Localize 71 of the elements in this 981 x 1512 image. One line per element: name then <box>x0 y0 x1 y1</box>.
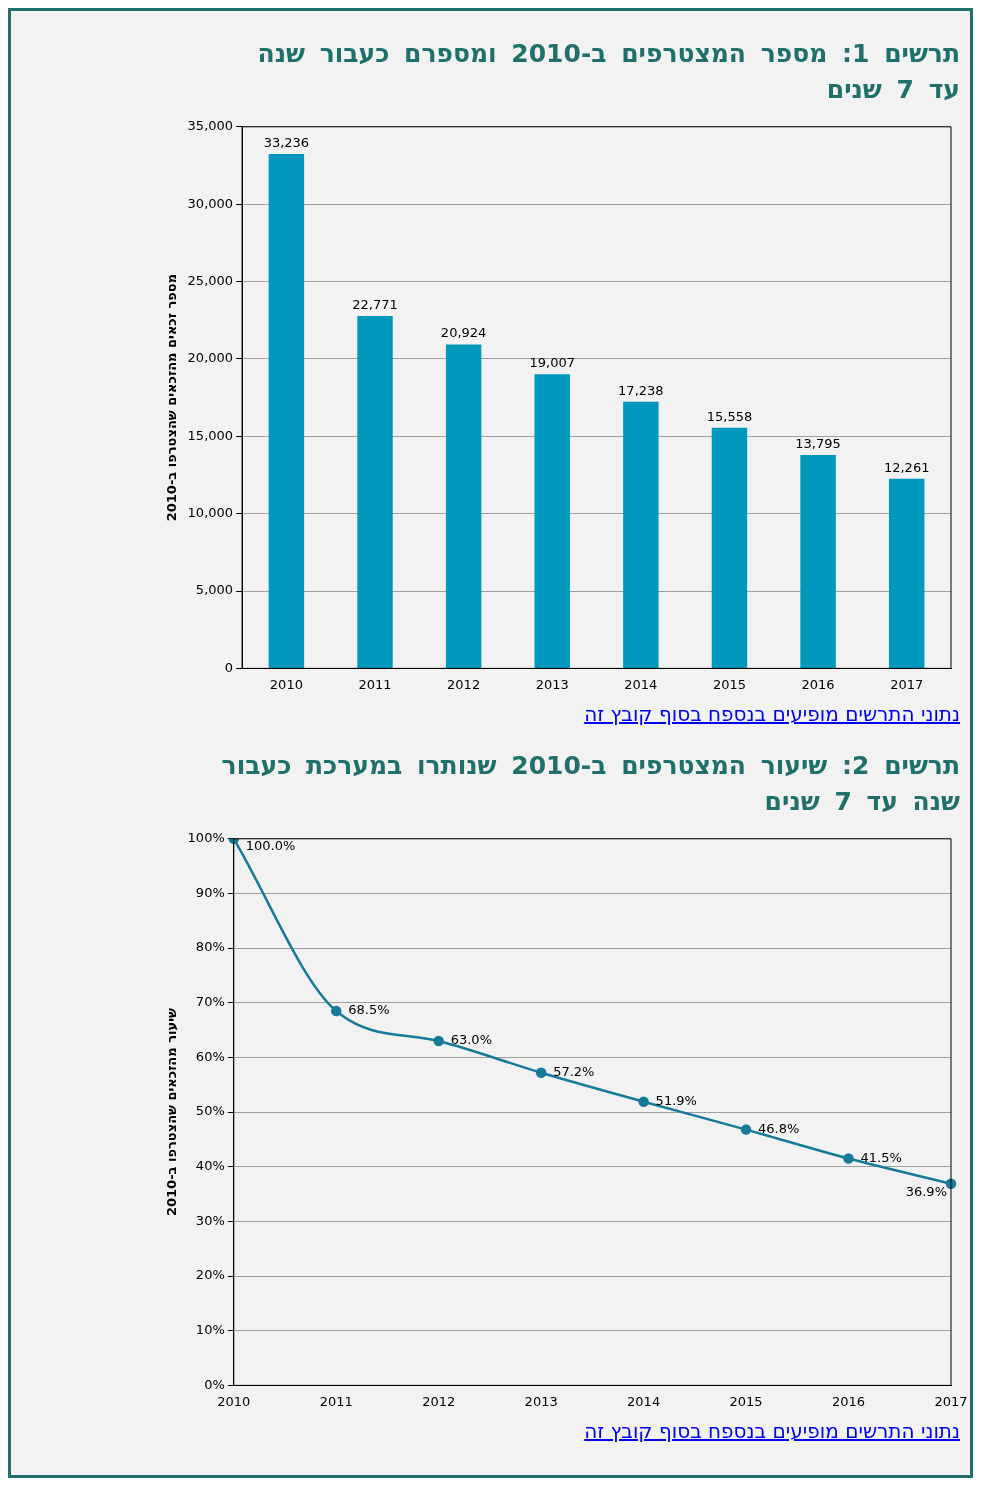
data-label: 57.2% <box>553 1064 595 1080</box>
point <box>535 1067 547 1078</box>
y-tick-label: 0 <box>224 659 234 675</box>
x-tick-label: 2014 <box>627 1393 661 1409</box>
y-tick-label: 5,000 <box>195 582 234 598</box>
bar <box>623 401 659 668</box>
x-tick-label: 2016 <box>831 1393 866 1409</box>
x-tick-label: 2010 <box>217 1393 251 1409</box>
data-label: 100.0% <box>245 838 296 854</box>
y-tick-label: 50% <box>195 1103 225 1119</box>
point <box>433 1035 444 1047</box>
x-tick-label: 2010 <box>269 676 303 692</box>
point <box>330 1005 342 1017</box>
x-tick-label: 2015 <box>712 676 747 692</box>
chart-title: תרשים 2: שיעור המצטרפים ב-2010 שנותרו במערכת כעבור שנה עד 7 שנים <box>220 750 960 818</box>
data-label: 19,007 <box>529 355 575 371</box>
data-label: 41.5% <box>860 1149 902 1165</box>
y-axis-title: מספר זכאים מהזכאים שהצטרפו ב-2010 <box>164 273 180 522</box>
x-tick-label: 2017 <box>934 1393 968 1409</box>
x-tick-label: 2011 <box>319 1393 353 1409</box>
data-label: 12,261 <box>883 459 930 475</box>
x-tick-label: 2014 <box>624 676 658 692</box>
x-tick-label: 2015 <box>729 1393 763 1409</box>
bar <box>357 316 393 668</box>
bar <box>800 454 836 668</box>
y-tick-label: 25,000 <box>187 272 234 288</box>
x-tick-label: 2011 <box>358 676 392 692</box>
y-tick-label: 20,000 <box>187 350 234 366</box>
data-label: 33,236 <box>263 134 310 150</box>
data-label: 36.9% <box>905 1183 947 1199</box>
data-label: 46.8% <box>758 1120 800 1136</box>
bar <box>711 427 748 668</box>
data-label: 22,771 <box>352 296 398 312</box>
y-tick-label: 40% <box>195 1158 225 1174</box>
y-tick-label: 0% <box>204 1376 225 1392</box>
data-label: 68.5% <box>348 1002 390 1018</box>
y-tick-label: 10% <box>195 1322 225 1338</box>
y-tick-label: 60% <box>195 1048 225 1064</box>
y-tick-label: 20% <box>195 1267 225 1283</box>
data-label: 17,238 <box>618 382 664 398</box>
bar <box>888 478 925 668</box>
y-tick-label: 90% <box>195 884 225 900</box>
y-tick-label: 100% <box>187 830 225 846</box>
bar <box>534 374 570 668</box>
x-tick-label: 2013 <box>524 1393 558 1409</box>
bar <box>445 344 482 668</box>
point <box>740 1124 752 1135</box>
point <box>843 1153 854 1164</box>
y-tick-label: 30% <box>195 1212 225 1228</box>
data-label: 20,924 <box>440 325 487 341</box>
y-tick-label: 15,000 <box>187 427 234 443</box>
data-label: 63.0% <box>450 1032 492 1048</box>
chart-title: תרשים 1: מספר המצטרפים ב-2010 ומספרם כעבור שנה עד 7 שנים <box>256 38 960 106</box>
x-tick-label: 2017 <box>890 676 924 692</box>
text: נתוני התרשים מופיעים בנספח בסוף קובץ זה <box>584 702 960 726</box>
data-label: 15,558 <box>706 408 753 424</box>
y-tick-label: 35,000 <box>187 118 234 134</box>
y-tick-label: 80% <box>195 939 225 955</box>
x-tick-label: 2012 <box>447 676 481 692</box>
data-label: 51.9% <box>655 1093 697 1109</box>
text: נתוני התרשים מופיעים בנספח בסוף קובץ זה <box>584 1419 960 1443</box>
x-tick-label: 2013 <box>535 676 569 692</box>
y-tick-label: 10,000 <box>187 505 234 521</box>
y-tick-label: 30,000 <box>187 195 234 211</box>
data-label: 13,795 <box>795 435 841 451</box>
x-tick-label: 2012 <box>422 1393 456 1409</box>
point <box>638 1096 649 1107</box>
bar <box>268 154 305 668</box>
y-tick-label: 70% <box>195 994 225 1010</box>
x-tick-label: 2016 <box>801 676 835 692</box>
y-axis-title: שיעור מהזכאים שהצטרפו ב-2010 <box>164 1008 180 1217</box>
